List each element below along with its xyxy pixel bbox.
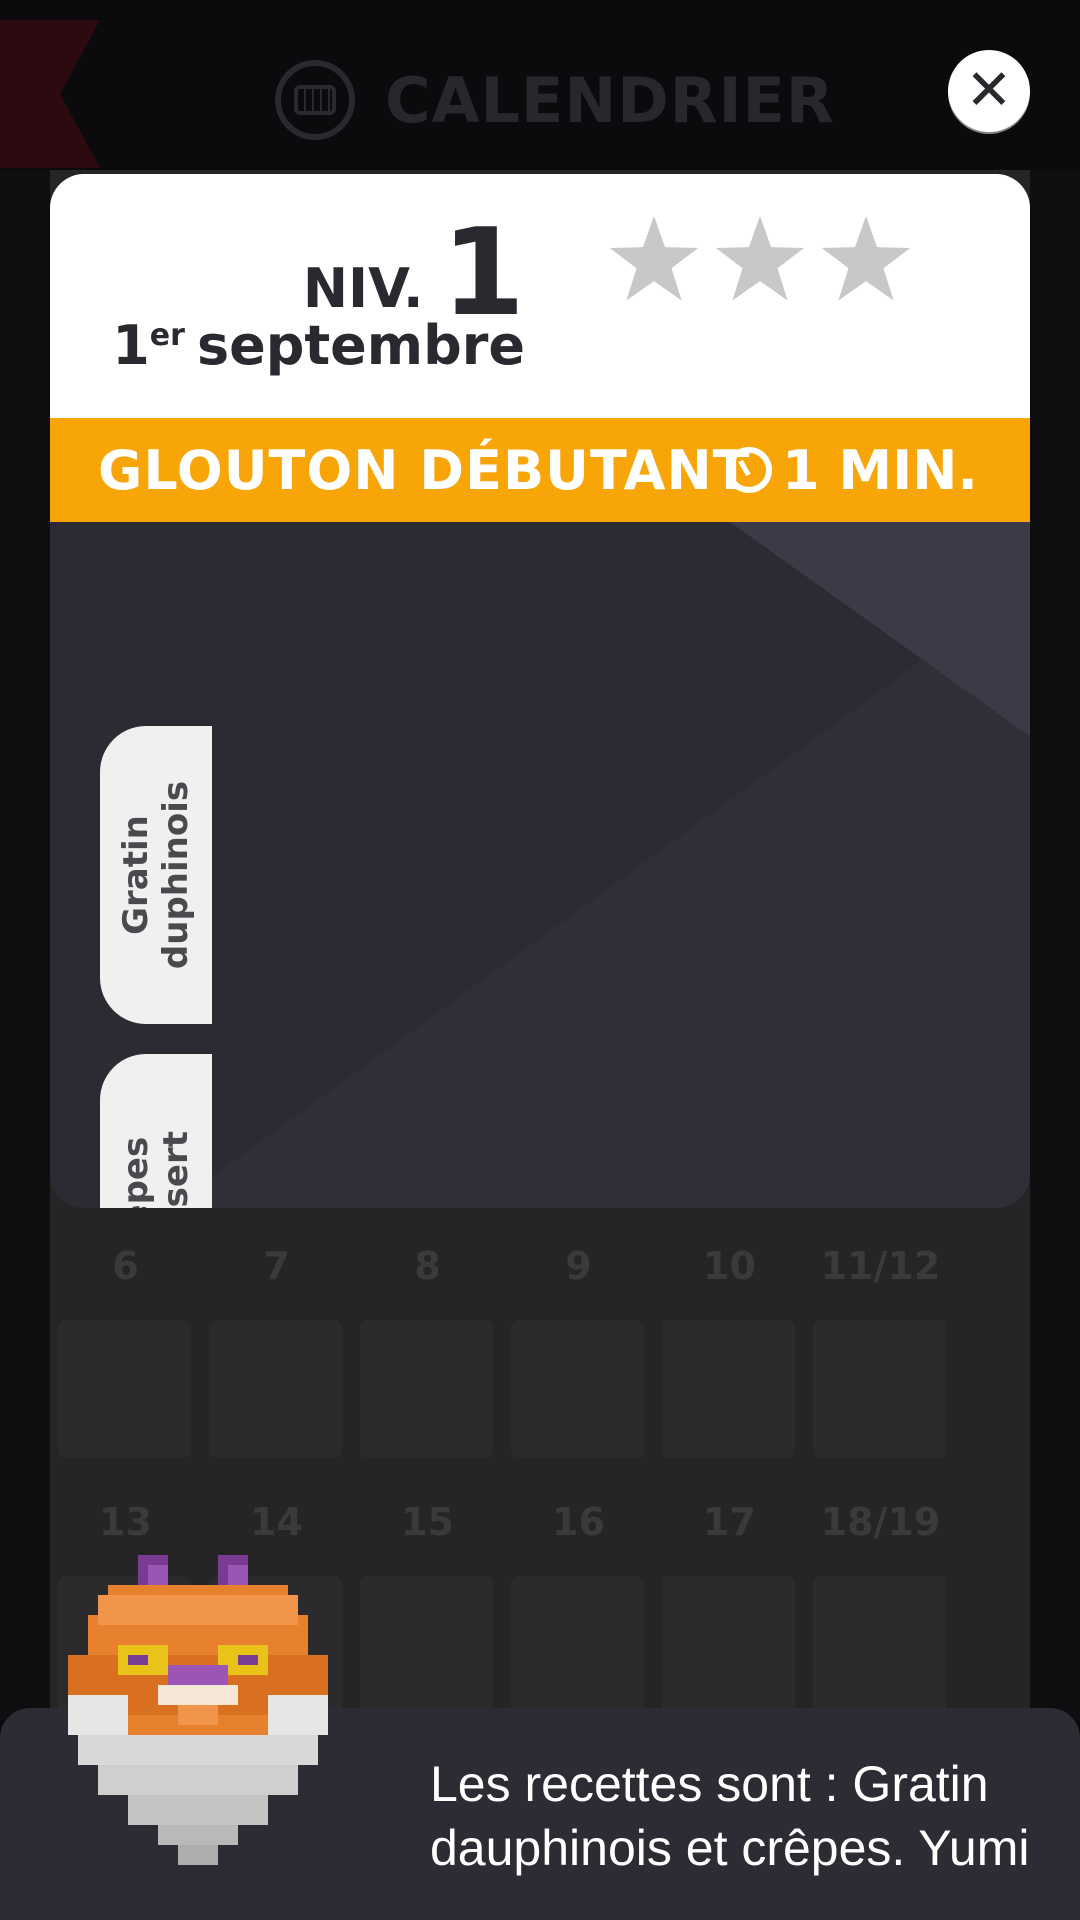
level-card: NIV. 1 1er septembre GLOUTON DÉBUTANT 1 M… — [50, 174, 1030, 1208]
ribbon-decoration — [0, 20, 100, 168]
day-number: 7 — [263, 1244, 290, 1288]
day-cell — [511, 1320, 644, 1458]
background-edge — [1030, 170, 1080, 1720]
header-bar: CALENDRIER ✕ — [0, 0, 1080, 170]
day-number: 13 — [99, 1500, 152, 1544]
day-cell — [813, 1576, 946, 1714]
day-number: 11/12 — [820, 1244, 941, 1288]
close-icon: ✕ — [965, 58, 1013, 123]
star-icon — [821, 215, 911, 301]
calendar-day[interactable]: 14 — [201, 1492, 352, 1714]
recipe-tab-crepes[interactable]: Crèpes dessert — [100, 1054, 212, 1208]
difficulty-label: GLOUTON DÉBUTANT — [98, 438, 751, 502]
day-number: 15 — [401, 1500, 454, 1544]
header-title-label: CALENDRIER — [385, 63, 835, 137]
stopwatch-icon — [726, 447, 772, 493]
day-number: 6 — [112, 1244, 139, 1288]
date-day: 1 — [112, 314, 150, 377]
calendar-day[interactable]: 9 — [503, 1236, 654, 1458]
day-cell — [360, 1576, 493, 1714]
calendar-day[interactable]: 13 — [50, 1492, 201, 1714]
calendar-day[interactable]: 11/12 — [805, 1236, 956, 1458]
background-decoration — [150, 582, 1030, 1208]
day-cell — [511, 1576, 644, 1714]
day-number: 10 — [703, 1244, 756, 1288]
day-number: 8 — [414, 1244, 441, 1288]
calendar-day[interactable]: 16 — [503, 1492, 654, 1714]
day-number: 14 — [250, 1500, 303, 1544]
dialog-text: Les recettes sont : Gratin dauphinois et… — [430, 1756, 1030, 1876]
day-number: 9 — [565, 1244, 592, 1288]
calendar-day[interactable]: 18/19 — [805, 1492, 956, 1714]
level-date: 1er septembre — [112, 314, 525, 377]
fox-mascot-avatar — [68, 1555, 328, 1865]
level-number: 1 — [441, 204, 526, 343]
date-month: septembre — [196, 314, 525, 377]
calendar-day[interactable]: 8 — [352, 1236, 503, 1458]
difficulty-banner: GLOUTON DÉBUTANT 1 MIN. — [50, 418, 1030, 522]
time-limit-label: 1 MIN. — [782, 438, 978, 502]
page-title: CALENDRIER — [275, 58, 835, 142]
background-edge — [0, 170, 50, 1720]
calendar-week-row: 13 14 15 16 17 18/19 — [50, 1492, 990, 1714]
level-header: NIV. 1 1er septembre — [50, 174, 1030, 418]
day-cell — [662, 1576, 795, 1714]
recipe-tab-label: Crèpes dessert — [116, 1131, 197, 1208]
day-number: 17 — [703, 1500, 756, 1544]
day-cell — [813, 1320, 946, 1458]
day-cell — [58, 1320, 191, 1458]
day-number: 16 — [552, 1500, 605, 1544]
day-number: 18/19 — [820, 1500, 941, 1544]
calendar-icon — [275, 60, 355, 140]
recipe-tab-gratin[interactable]: Gratin duphinois — [100, 726, 212, 1024]
calendar-day[interactable]: 17 — [654, 1492, 805, 1714]
day-cell — [209, 1320, 342, 1458]
calendar-day[interactable]: 10 — [654, 1236, 805, 1458]
calendar-day[interactable]: 7 — [201, 1236, 352, 1458]
day-cell — [360, 1320, 493, 1458]
star-icon — [715, 215, 805, 301]
close-button[interactable]: ✕ — [948, 50, 1030, 132]
calendar-week-row: 6 7 8 9 10 11/12 — [50, 1236, 990, 1458]
calendar-day[interactable]: 6 — [50, 1236, 201, 1458]
date-suffix: er — [149, 318, 185, 353]
day-cell — [662, 1320, 795, 1458]
star-rating — [608, 214, 912, 306]
recipe-tab-label: Gratin duphinois — [116, 780, 197, 970]
level-title: NIV. 1 — [303, 214, 525, 334]
star-icon — [609, 215, 699, 301]
calendar-day[interactable]: 15 — [352, 1492, 503, 1714]
time-limit: 1 MIN. — [726, 439, 978, 502]
recipe-panel: Gratin duphinois Crèpes dessert — [50, 522, 1030, 1208]
level-prefix: NIV. — [302, 257, 424, 320]
